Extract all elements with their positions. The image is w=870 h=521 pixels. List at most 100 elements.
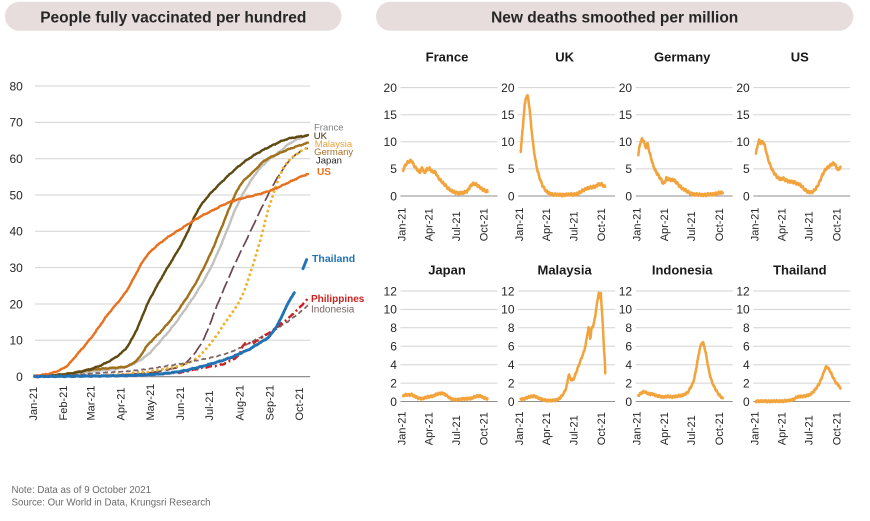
svg-text:Jan-21: Jan-21 [514, 208, 526, 242]
svg-text:Thailand: Thailand [773, 262, 827, 277]
svg-text:10: 10 [501, 303, 515, 317]
svg-text:12: 12 [736, 284, 750, 298]
svg-text:60: 60 [9, 152, 23, 166]
svg-text:10: 10 [736, 135, 750, 149]
svg-text:Jul-21: Jul-21 [451, 415, 463, 445]
svg-text:10: 10 [619, 135, 633, 149]
svg-text:Jul-21: Jul-21 [686, 415, 698, 445]
svg-text:70: 70 [9, 116, 23, 130]
svg-text:50: 50 [9, 188, 23, 202]
svg-text:France: France [426, 49, 469, 64]
svg-text:Jan-21: Jan-21 [514, 412, 526, 446]
svg-text:Oct-21: Oct-21 [831, 208, 843, 241]
svg-text:4: 4 [743, 358, 750, 372]
svg-text:10: 10 [384, 135, 398, 149]
svg-text:2: 2 [508, 376, 515, 390]
svg-text:Apr-21: Apr-21 [659, 412, 671, 445]
svg-text:Indonesia: Indonesia [652, 262, 713, 277]
svg-text:Jan-21: Jan-21 [749, 208, 761, 242]
svg-text:6: 6 [508, 340, 515, 354]
svg-text:10: 10 [619, 303, 633, 317]
svg-text:UK: UK [555, 49, 574, 64]
svg-text:10: 10 [9, 334, 23, 348]
svg-text:Aug-21: Aug-21 [234, 385, 246, 420]
svg-text:Jan-21: Jan-21 [28, 387, 40, 421]
svg-text:Indonesia: Indonesia [311, 305, 355, 316]
svg-text:15: 15 [384, 108, 398, 122]
svg-text:20: 20 [736, 81, 750, 95]
svg-text:Source: Our World in Data, Kru: Source: Our World in Data, Krungsri Rese… [12, 498, 211, 509]
svg-text:15: 15 [501, 108, 515, 122]
svg-text:US: US [317, 167, 331, 178]
svg-text:20: 20 [384, 81, 398, 95]
svg-text:Jul-21: Jul-21 [569, 415, 581, 445]
svg-text:0: 0 [625, 189, 632, 203]
svg-text:Sep-21: Sep-21 [265, 385, 277, 420]
svg-text:Feb-21: Feb-21 [58, 386, 70, 421]
svg-text:0: 0 [390, 395, 397, 409]
svg-text:20: 20 [619, 81, 633, 95]
svg-text:Apr-21: Apr-21 [541, 412, 553, 445]
svg-text:Jul-21: Jul-21 [804, 415, 816, 445]
svg-text:0: 0 [508, 189, 515, 203]
svg-text:40: 40 [9, 225, 23, 239]
svg-text:8: 8 [390, 321, 397, 335]
svg-text:Apr-21: Apr-21 [659, 208, 671, 241]
svg-text:Philippines: Philippines [311, 294, 365, 305]
svg-text:12: 12 [501, 284, 515, 298]
svg-text:0: 0 [625, 395, 632, 409]
svg-text:May-21: May-21 [145, 384, 157, 421]
svg-text:Oct-21: Oct-21 [596, 208, 608, 241]
svg-text:5: 5 [390, 162, 397, 176]
svg-text:20: 20 [9, 297, 23, 311]
svg-text:2: 2 [743, 376, 750, 390]
svg-text:Oct-21: Oct-21 [714, 208, 726, 241]
svg-text:New deaths smoothed per millio: New deaths smoothed per million [491, 9, 738, 26]
svg-text:Oct-21: Oct-21 [479, 412, 491, 445]
svg-text:Jan-21: Jan-21 [397, 412, 409, 446]
svg-text:Jan-21: Jan-21 [632, 412, 644, 446]
svg-text:0: 0 [390, 189, 397, 203]
svg-text:12: 12 [384, 284, 398, 298]
svg-text:5: 5 [625, 162, 632, 176]
svg-text:4: 4 [390, 358, 397, 372]
svg-text:2: 2 [625, 376, 632, 390]
svg-text:Jun-21: Jun-21 [175, 387, 187, 421]
svg-text:6: 6 [625, 340, 632, 354]
svg-text:Jul-21: Jul-21 [569, 211, 581, 241]
svg-text:4: 4 [508, 358, 515, 372]
svg-text:30: 30 [9, 261, 23, 275]
svg-text:5: 5 [508, 162, 515, 176]
svg-text:Oct-21: Oct-21 [479, 208, 491, 241]
svg-text:Apr-21: Apr-21 [541, 208, 553, 241]
svg-text:2: 2 [390, 376, 397, 390]
svg-text:5: 5 [743, 162, 750, 176]
svg-text:Oct-21: Oct-21 [294, 387, 306, 420]
svg-text:Germany: Germany [654, 49, 711, 64]
svg-text:12: 12 [619, 284, 633, 298]
svg-text:Oct-21: Oct-21 [714, 412, 726, 445]
svg-text:Germany: Germany [314, 147, 353, 158]
svg-text:Oct-21: Oct-21 [831, 412, 843, 445]
svg-text:Apr-21: Apr-21 [116, 387, 128, 420]
svg-text:0: 0 [16, 370, 23, 384]
svg-text:Japan: Japan [428, 262, 466, 277]
svg-text:France: France [314, 122, 344, 133]
svg-text:People fully vaccinated per hu: People fully vaccinated per hundred [40, 9, 306, 26]
svg-text:Jul-21: Jul-21 [686, 211, 698, 241]
svg-text:10: 10 [736, 303, 750, 317]
svg-text:10: 10 [501, 135, 515, 149]
svg-text:8: 8 [625, 321, 632, 335]
svg-text:80: 80 [9, 79, 23, 93]
svg-text:8: 8 [743, 321, 750, 335]
svg-text:Jul-21: Jul-21 [204, 391, 216, 421]
svg-text:20: 20 [501, 81, 515, 95]
svg-text:Malaysia: Malaysia [537, 262, 592, 277]
svg-text:UK: UK [314, 131, 328, 142]
svg-text:Jan-21: Jan-21 [397, 208, 409, 242]
svg-text:0: 0 [743, 189, 750, 203]
svg-text:Apr-21: Apr-21 [424, 208, 436, 241]
svg-text:15: 15 [736, 108, 750, 122]
svg-text:6: 6 [390, 340, 397, 354]
svg-text:Apr-21: Apr-21 [776, 412, 788, 445]
